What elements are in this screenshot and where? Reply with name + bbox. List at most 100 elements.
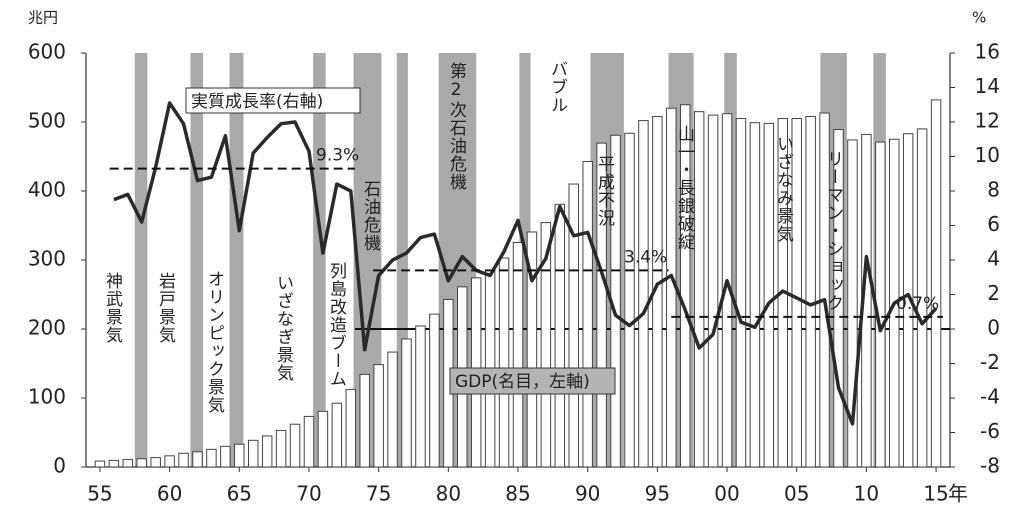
bar — [94, 460, 106, 468]
y2-unit: % — [972, 9, 986, 27]
bar — [387, 351, 398, 468]
bar — [108, 459, 120, 468]
bar — [164, 455, 175, 468]
y2-tick-label: -8 — [980, 454, 1000, 478]
label-box — [185, 87, 361, 114]
average-label: 0.7% — [896, 294, 939, 314]
y2-tick-label: 16 — [975, 40, 1000, 64]
bar — [136, 458, 147, 468]
y2-tick-label: 4 — [987, 247, 1000, 271]
bar — [345, 388, 357, 468]
shaded-period — [396, 53, 408, 467]
x-tick-label: 65 — [227, 482, 252, 506]
y2-tick-label: 14 — [975, 74, 1000, 98]
bar — [638, 120, 649, 468]
bar — [735, 118, 747, 468]
x-tick-label: 75 — [366, 482, 391, 506]
average-label: 3.4% — [624, 247, 667, 267]
shaded-period — [313, 53, 326, 467]
bar — [554, 203, 566, 468]
average-label: 9.3% — [316, 146, 359, 166]
x-tick-label: 00 — [714, 482, 739, 506]
bar — [902, 133, 914, 468]
bar — [805, 115, 816, 468]
growth-line — [113, 101, 938, 426]
shaded-period — [229, 53, 244, 467]
bar — [498, 257, 510, 468]
y-unit: 兆円 — [28, 9, 58, 27]
y-tick-label: 400 — [28, 178, 66, 202]
bar — [373, 364, 384, 468]
x-tick-label: 05 — [784, 482, 809, 506]
bar — [693, 111, 705, 468]
x-tick-label: 80 — [436, 482, 461, 506]
y-tick-label: 200 — [28, 316, 66, 340]
annotation: 石油危機 — [360, 180, 381, 252]
annotation: 岩戸景気 — [155, 272, 176, 344]
bar — [206, 448, 217, 468]
bar — [679, 104, 691, 468]
bar — [707, 114, 719, 468]
annotation: 列島改造ブーム — [326, 262, 347, 388]
bar — [568, 183, 579, 468]
y2-tick-label: -2 — [980, 350, 1000, 374]
annotation: オリンピック景気 — [204, 270, 225, 414]
x-tick-label: 10 — [854, 482, 879, 506]
annotation: いざなぎ景気 — [273, 274, 294, 382]
y2-tick-label: 10 — [975, 143, 1000, 167]
bar — [317, 410, 329, 468]
x-tick-label: 70 — [296, 482, 321, 506]
bar — [150, 457, 161, 468]
label-box — [449, 367, 616, 395]
bar — [540, 222, 552, 468]
annotation: 山一・長銀破綻 — [674, 125, 695, 251]
bar — [289, 423, 301, 468]
y-tick-label: 100 — [28, 385, 66, 409]
bar — [192, 451, 203, 468]
y-tick-label: 600 — [28, 40, 66, 64]
y2-tick-label: 0 — [987, 316, 1000, 340]
y2-tick-label: 8 — [987, 178, 1000, 202]
y-tick-label: 500 — [28, 109, 66, 133]
series-label: GDP(名目，左軸) — [455, 372, 590, 392]
x-unit: 年 — [948, 482, 968, 506]
y-tick-label: 300 — [28, 247, 66, 271]
bar — [582, 160, 593, 468]
bar — [833, 129, 844, 468]
bar — [819, 112, 830, 468]
y-tick-label: 0 — [53, 454, 66, 478]
shaded-period — [134, 53, 148, 467]
x-tick-label: 95 — [645, 482, 670, 506]
bar — [234, 443, 245, 468]
bar — [847, 139, 858, 468]
bar — [261, 435, 273, 468]
y2-tick-label: 2 — [987, 281, 1000, 305]
bar — [791, 118, 802, 468]
x-tick-label: 55 — [87, 482, 112, 506]
bar — [247, 439, 259, 468]
bar — [303, 415, 315, 468]
annotation: 第2次石油危機 — [446, 62, 467, 191]
bar — [763, 122, 775, 468]
annotation: いざなみ景気 — [773, 135, 794, 243]
x-tick-label: 15 — [923, 482, 948, 506]
x-tick-label: 90 — [575, 482, 600, 506]
y2-tick-label: -4 — [980, 385, 1000, 409]
y2-tick-label: 12 — [975, 109, 1000, 133]
bar — [415, 325, 426, 468]
bar — [512, 241, 524, 468]
bar — [930, 99, 942, 468]
bar — [624, 132, 635, 468]
x-tick-label: 60 — [157, 482, 182, 506]
bar — [429, 313, 440, 468]
bar — [122, 458, 134, 468]
annotation: リーマン・ショック — [823, 150, 843, 312]
y2-tick-label: -6 — [980, 419, 1000, 443]
bar — [359, 373, 370, 468]
x-tick-label: 85 — [505, 482, 530, 506]
y2-tick-label: 6 — [987, 212, 1000, 236]
bar — [749, 122, 761, 468]
series-label: 実質成長率(右軸) — [191, 92, 323, 112]
bar — [596, 142, 607, 468]
